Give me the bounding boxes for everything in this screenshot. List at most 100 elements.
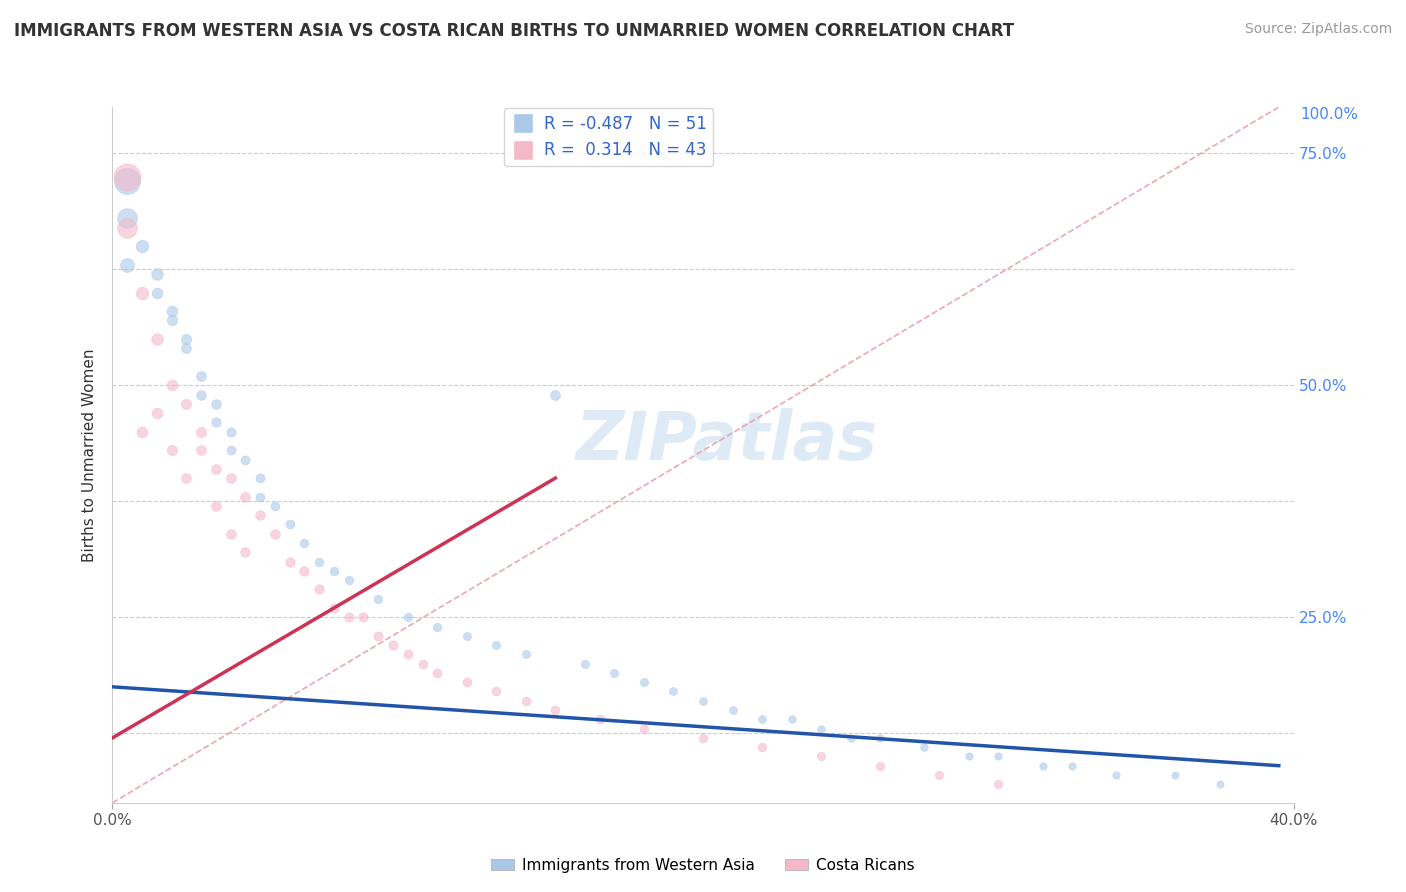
- Point: [117, 258, 138, 272]
- Point: [160, 304, 183, 318]
- Point: [1105, 768, 1128, 782]
- Point: [160, 378, 183, 392]
- Point: [219, 425, 242, 439]
- Point: [219, 443, 242, 458]
- Point: [633, 675, 655, 690]
- Point: [117, 220, 138, 235]
- Point: [337, 610, 360, 624]
- Point: [160, 313, 183, 327]
- Point: [928, 768, 950, 782]
- Point: [367, 591, 389, 606]
- Point: [396, 648, 419, 662]
- Legend: Immigrants from Western Asia, Costa Ricans: Immigrants from Western Asia, Costa Rica…: [485, 852, 921, 879]
- Point: [205, 397, 228, 411]
- Point: [249, 508, 271, 523]
- Point: [190, 369, 212, 384]
- Point: [219, 526, 242, 541]
- Point: [869, 758, 891, 772]
- Point: [190, 425, 212, 439]
- Point: [485, 684, 508, 698]
- Point: [131, 285, 153, 300]
- Point: [426, 665, 449, 680]
- Point: [278, 517, 301, 532]
- Point: [323, 564, 346, 578]
- Point: [544, 703, 567, 717]
- Point: [367, 629, 389, 643]
- Point: [233, 545, 256, 559]
- Text: Source: ZipAtlas.com: Source: ZipAtlas.com: [1244, 22, 1392, 37]
- Point: [146, 332, 169, 346]
- Point: [396, 610, 419, 624]
- Point: [662, 684, 685, 698]
- Point: [117, 169, 138, 184]
- Point: [174, 341, 197, 355]
- Point: [190, 387, 212, 401]
- Point: [337, 573, 360, 587]
- Point: [1208, 777, 1232, 791]
- Point: [515, 648, 537, 662]
- Point: [780, 712, 803, 726]
- Point: [174, 471, 197, 485]
- Point: [456, 675, 478, 690]
- Point: [721, 703, 744, 717]
- Point: [233, 490, 256, 504]
- Point: [160, 443, 183, 458]
- Point: [692, 731, 714, 745]
- Point: [323, 601, 346, 615]
- Point: [869, 731, 891, 745]
- Point: [146, 267, 169, 281]
- Point: [751, 712, 773, 726]
- Point: [957, 749, 980, 764]
- Point: [588, 712, 610, 726]
- Point: [987, 777, 1010, 791]
- Point: [292, 536, 315, 550]
- Point: [1032, 758, 1054, 772]
- Point: [264, 526, 287, 541]
- Point: [456, 629, 478, 643]
- Point: [117, 174, 138, 188]
- Text: IMMIGRANTS FROM WESTERN ASIA VS COSTA RICAN BIRTHS TO UNMARRIED WOMEN CORRELATIO: IMMIGRANTS FROM WESTERN ASIA VS COSTA RI…: [14, 22, 1014, 40]
- Point: [131, 239, 153, 253]
- Point: [352, 610, 374, 624]
- Point: [515, 694, 537, 708]
- Point: [1164, 768, 1187, 782]
- Point: [544, 387, 567, 401]
- Point: [308, 555, 330, 569]
- Point: [205, 462, 228, 476]
- Point: [412, 657, 434, 671]
- Point: [292, 564, 315, 578]
- Point: [117, 211, 138, 226]
- Point: [603, 665, 626, 680]
- Point: [249, 490, 271, 504]
- Point: [278, 555, 301, 569]
- Point: [987, 749, 1010, 764]
- Point: [146, 406, 169, 420]
- Text: 100.0%: 100.0%: [1301, 107, 1358, 122]
- Point: [574, 657, 596, 671]
- Point: [264, 499, 287, 513]
- Point: [485, 638, 508, 652]
- Point: [249, 471, 271, 485]
- Point: [219, 471, 242, 485]
- Point: [205, 499, 228, 513]
- Point: [810, 722, 832, 736]
- Text: ZIPatlas: ZIPatlas: [575, 408, 877, 474]
- Point: [633, 722, 655, 736]
- Point: [751, 740, 773, 755]
- Point: [382, 638, 405, 652]
- Point: [205, 416, 228, 430]
- Point: [174, 397, 197, 411]
- Point: [233, 452, 256, 467]
- Point: [190, 443, 212, 458]
- Point: [146, 285, 169, 300]
- Point: [131, 425, 153, 439]
- Y-axis label: Births to Unmarried Women: Births to Unmarried Women: [82, 348, 97, 562]
- Point: [426, 619, 449, 633]
- Point: [914, 740, 936, 755]
- Point: [308, 582, 330, 597]
- Point: [839, 731, 862, 745]
- Point: [810, 749, 832, 764]
- Point: [174, 332, 197, 346]
- Point: [692, 694, 714, 708]
- Point: [1062, 758, 1084, 772]
